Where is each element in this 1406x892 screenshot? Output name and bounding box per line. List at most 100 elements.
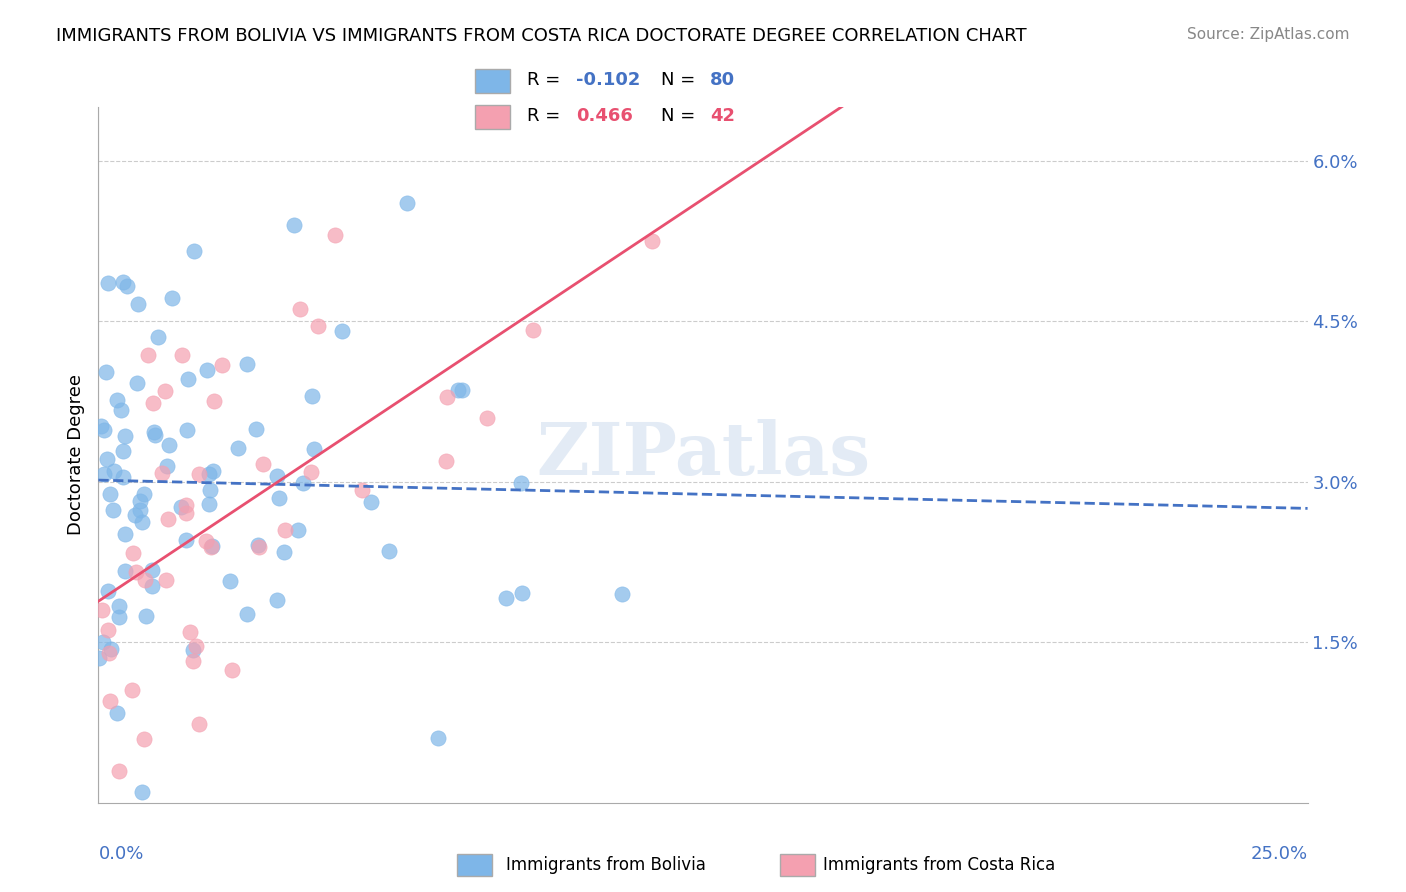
Point (495, 591, 517, 605)
Point (236, 357, 259, 371)
Point (160, 291, 183, 305)
Point (377, 544, 399, 558)
Point (129, 503, 152, 517)
Point (170, 500, 193, 514)
Point (134, 574, 156, 588)
Point (132, 731, 155, 746)
Point (108, 599, 131, 613)
Point (194, 534, 217, 549)
Point (105, 393, 128, 408)
Point (125, 565, 148, 579)
Point (105, 706, 128, 720)
Point (323, 228, 346, 243)
Point (108, 610, 131, 624)
Point (307, 318, 329, 333)
Point (266, 593, 288, 607)
Point (245, 422, 267, 436)
Point (103, 503, 125, 517)
Point (114, 429, 136, 443)
Point (181, 642, 204, 657)
Text: ZIPatlas: ZIPatlas (536, 419, 870, 491)
Point (155, 573, 177, 587)
Point (188, 467, 211, 481)
FancyBboxPatch shape (475, 104, 510, 128)
Text: -0.102: -0.102 (576, 71, 641, 89)
Text: 42: 42 (710, 107, 735, 125)
Point (395, 196, 418, 211)
Text: N =: N = (661, 107, 700, 125)
Point (98, 647, 121, 661)
Point (135, 609, 157, 624)
Point (352, 483, 374, 497)
Point (114, 526, 136, 541)
Point (124, 508, 146, 522)
Point (142, 395, 165, 409)
Point (200, 539, 222, 553)
Point (451, 383, 474, 397)
Point (117, 279, 139, 293)
Point (97, 623, 120, 637)
Point (121, 682, 143, 697)
Text: R =: R = (527, 71, 567, 89)
Point (103, 464, 125, 478)
Point (93, 424, 115, 438)
Point (91, 635, 114, 649)
Point (509, 475, 531, 490)
Text: Immigrants from Costa Rica: Immigrants from Costa Rica (823, 856, 1054, 874)
Point (91, 603, 114, 617)
Point (246, 538, 269, 552)
Point (426, 731, 449, 746)
Point (247, 540, 270, 554)
Point (273, 545, 295, 559)
Point (156, 512, 179, 526)
Point (131, 785, 153, 799)
Point (181, 654, 204, 668)
Point (304, 442, 326, 456)
Text: N =: N = (661, 71, 700, 89)
Point (156, 459, 179, 474)
Point (198, 483, 221, 497)
Point (125, 376, 148, 390)
Point (96, 451, 118, 466)
Point (252, 457, 274, 471)
Point (612, 586, 634, 600)
Point (98, 487, 121, 501)
Text: IMMIGRANTS FROM BOLIVIA VS IMMIGRANTS FROM COSTA RICA DOCTORATE DEGREE CORRELATI: IMMIGRANTS FROM BOLIVIA VS IMMIGRANTS FR… (56, 27, 1026, 45)
Point (641, 234, 664, 248)
Point (157, 438, 180, 452)
Text: Immigrants from Bolivia: Immigrants from Bolivia (506, 856, 706, 874)
Point (129, 493, 152, 508)
Point (288, 301, 311, 316)
Point (98, 694, 121, 708)
Point (221, 664, 243, 678)
Text: 0.466: 0.466 (576, 107, 633, 125)
Text: R =: R = (527, 107, 567, 125)
Point (226, 442, 249, 456)
Point (87, 651, 110, 665)
Point (436, 390, 458, 404)
Point (283, 218, 305, 232)
Point (200, 541, 222, 555)
Point (110, 402, 132, 417)
Point (447, 383, 470, 397)
Point (301, 389, 323, 403)
Point (176, 423, 198, 437)
Point (267, 491, 290, 505)
Point (475, 411, 498, 425)
Point (188, 717, 211, 731)
Point (202, 394, 225, 409)
Point (197, 467, 219, 481)
Text: Source: ZipAtlas.com: Source: ZipAtlas.com (1187, 27, 1350, 42)
Point (150, 466, 173, 480)
Y-axis label: Doctorate Degree: Doctorate Degree (66, 375, 84, 535)
Point (93, 467, 115, 482)
Point (287, 524, 309, 538)
Point (132, 487, 155, 501)
Point (111, 469, 134, 483)
Text: 25.0%: 25.0% (1250, 845, 1308, 863)
Point (136, 348, 159, 362)
Point (266, 469, 288, 483)
Point (510, 585, 533, 599)
Point (360, 494, 382, 508)
Point (97, 583, 120, 598)
